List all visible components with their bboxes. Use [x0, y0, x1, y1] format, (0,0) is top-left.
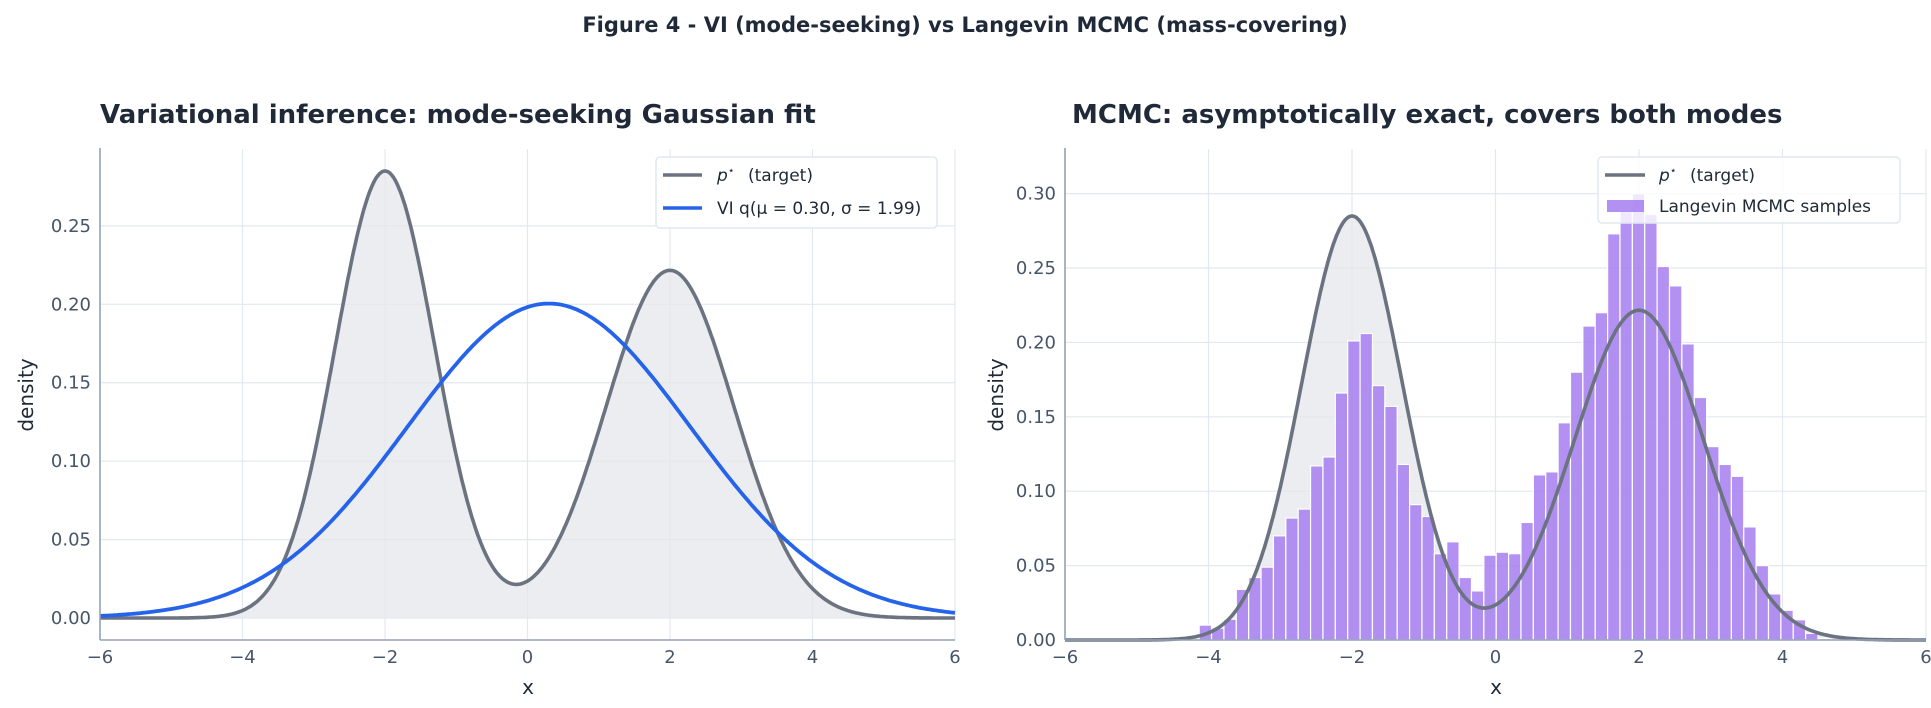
x-tick-label: 4 — [1777, 647, 1788, 668]
x-tick-label: −6 — [87, 647, 114, 668]
plot-area — [99, 169, 956, 620]
legend: p⋆ (target) VI q(μ = 0.30, σ = 1.99) — [655, 156, 938, 229]
x-tick-label: 0 — [1490, 647, 1501, 668]
x-axis-label: x — [522, 675, 534, 699]
y-tick-label: 0.10 — [1016, 481, 1056, 502]
histogram-bar — [1322, 456, 1336, 641]
histogram-bar — [1483, 554, 1497, 641]
histogram-bar — [1359, 332, 1374, 641]
histogram-bar — [1421, 515, 1435, 641]
y-axis-label: density — [984, 358, 1008, 431]
histogram-bar — [1631, 193, 1646, 641]
y-tick-label: 0.15 — [1016, 407, 1056, 428]
x-tick-label: 6 — [949, 647, 960, 668]
histogram-bar — [1235, 588, 1250, 641]
x-tick-label: −2 — [1339, 647, 1366, 668]
histogram-bar — [1743, 526, 1757, 641]
target-density-fill — [100, 171, 955, 619]
y-tick-label: 0.10 — [51, 451, 91, 472]
histogram-bar — [1260, 566, 1275, 641]
y-tick-label: 0.00 — [1016, 630, 1056, 651]
histogram-bar — [1347, 340, 1361, 641]
histogram-bar — [1805, 632, 1819, 641]
histogram-bar — [1470, 590, 1485, 641]
histogram-bar — [1396, 463, 1411, 641]
panel-vi: Variational inference: mode-seeking Gaus… — [14, 100, 961, 699]
legend-target-label: (target) — [1690, 166, 1755, 186]
y-tick-label: 0.20 — [51, 294, 91, 315]
vi-gaussian-line — [99, 301, 956, 618]
x-tick-label: 4 — [807, 647, 818, 668]
legend-target-label: (target) — [748, 166, 813, 186]
histogram-bar — [1446, 541, 1460, 641]
x-tick-label: −6 — [1052, 647, 1079, 668]
y-tick-label: 0.05 — [51, 530, 91, 551]
plot-area — [1064, 193, 1927, 642]
histogram-bar — [1569, 371, 1584, 641]
target-density-line — [99, 169, 956, 620]
panel-title: Variational inference: mode-seeking Gaus… — [100, 100, 816, 130]
y-tick-label: 0.25 — [1016, 258, 1056, 279]
legend-vi-label: VI q(μ = 0.30, σ = 1.99) — [717, 199, 921, 219]
histogram-bar — [1582, 325, 1596, 641]
x-tick-label: −4 — [229, 647, 256, 668]
histogram-bar — [1668, 285, 1683, 641]
y-tick-label: 0.20 — [1016, 332, 1056, 353]
x-tick-label: 2 — [1633, 647, 1644, 668]
ticks: −6 −4 −2 0 2 4 6 0.00 0.05 0.10 0.15 0.20 0.25 0.30 — [1016, 148, 1931, 668]
x-tick-label: 0 — [522, 647, 533, 668]
y-tick-label: 0.05 — [1016, 556, 1056, 577]
x-tick-label: 2 — [664, 647, 675, 668]
x-tick-label: −4 — [1195, 647, 1222, 668]
y-axis-label: density — [14, 358, 38, 431]
histogram-bar — [1520, 521, 1534, 641]
histogram-bar — [1285, 517, 1299, 641]
histogram-bar — [1730, 475, 1745, 641]
histogram-bar — [1532, 474, 1547, 641]
y-tick-label: 0.15 — [51, 373, 91, 394]
y-tick-label: 0.25 — [51, 216, 91, 237]
target-density-line — [1064, 214, 1927, 642]
histogram-bar — [1384, 405, 1398, 641]
x-axis-label: x — [1490, 675, 1502, 699]
y-tick-label: 0.00 — [51, 608, 91, 629]
y-tick-label: 0.30 — [1016, 184, 1056, 205]
legend: p⋆ (target) Langevin MCMC samples — [1597, 156, 1901, 224]
histogram-bar — [1408, 504, 1423, 641]
legend-hist-swatch — [1607, 200, 1644, 212]
panel-mcmc: MCMC: asymptotically exact, covers both … — [984, 100, 1931, 699]
histogram-bar — [1309, 465, 1324, 641]
panel-title: MCMC: asymptotically exact, covers both … — [1072, 100, 1783, 130]
x-tick-label: 6 — [1920, 647, 1931, 668]
histogram-bar — [1619, 210, 1633, 641]
histogram-bar — [1272, 535, 1287, 641]
legend-box — [655, 156, 938, 229]
histogram-bar — [1334, 392, 1349, 641]
figure-suptitle: Figure 4 - VI (mode-seeking) vs Langevin… — [582, 13, 1347, 37]
histogram-bar — [1297, 508, 1312, 641]
histogram-bar — [1644, 213, 1658, 641]
ticks: −6 −4 −2 0 2 4 6 0.00 0.05 0.10 0.15 0.20 0.25 — [51, 148, 961, 668]
histogram-bar — [1433, 553, 1448, 641]
histogram-bar — [1706, 445, 1720, 641]
histogram-bar — [1458, 576, 1473, 641]
legend-box — [1597, 156, 1901, 224]
histogram-bar — [1607, 233, 1621, 641]
histogram-bar — [1507, 553, 1522, 641]
histogram-bar — [1371, 384, 1386, 641]
legend-hist-label: Langevin MCMC samples — [1659, 197, 1871, 217]
x-tick-label: −2 — [372, 647, 399, 668]
